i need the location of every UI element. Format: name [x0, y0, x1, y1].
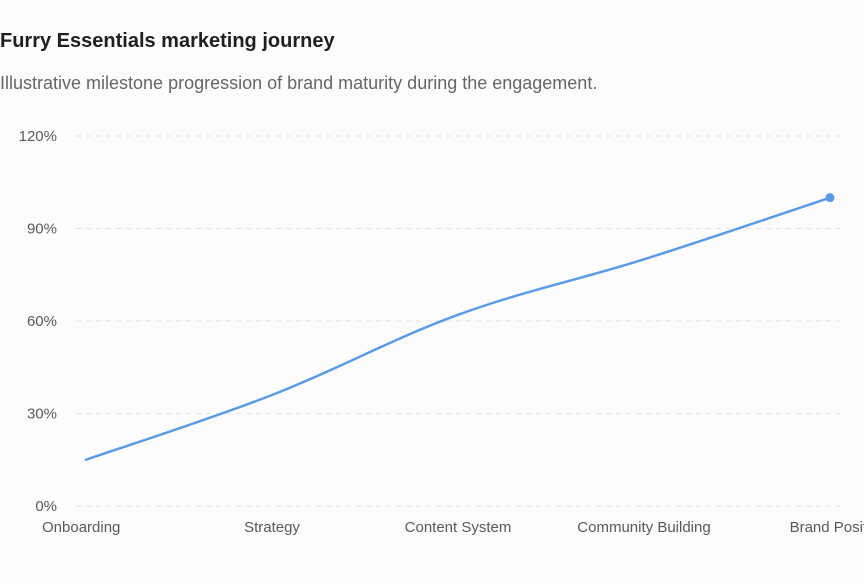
x-tick-label: Strategy [244, 519, 300, 536]
x-tick-label: Community Building [577, 519, 710, 536]
data-point [825, 193, 835, 203]
series-line [84, 196, 832, 461]
y-tick-label: 120% [19, 128, 57, 145]
y-tick-label: 90% [27, 221, 57, 238]
x-tick-label: Brand Positi [790, 519, 864, 536]
chart-title: Furry Essentials marketing journey [0, 30, 335, 52]
x-tick-label: Content System [405, 519, 512, 536]
y-tick-label: 30% [27, 406, 57, 423]
y-tick-label: 0% [35, 498, 57, 515]
y-tick-label: 60% [27, 313, 57, 330]
chart-subtitle: Illustrative milestone progression of br… [0, 73, 598, 93]
x-tick-label: Onboarding [42, 519, 120, 536]
